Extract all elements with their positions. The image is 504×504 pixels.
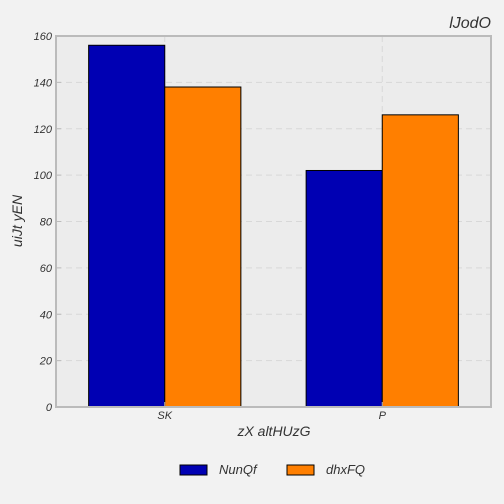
y-tick-label: 0 (46, 402, 53, 414)
y-tick-label: 80 (40, 217, 53, 229)
bar-dhxFQ-P (381, 114, 459, 408)
bars (88, 44, 459, 408)
y-tick-label: 60 (40, 263, 53, 275)
bar-NunQf-SK (88, 44, 166, 408)
y-tick-label: 20 (39, 356, 53, 368)
legend-label-NunQf: NunQf (219, 462, 258, 477)
y-axis: 0 20 40 60 80 100 120 140 160 (34, 31, 61, 414)
y-axis-label: uiJt yEN (9, 194, 25, 247)
y-tick-label: 100 (34, 170, 53, 182)
legend: NunQf dhxFQ (179, 462, 365, 477)
legend-swatch-dhxFQ (286, 464, 315, 476)
y-tick-label: 140 (34, 77, 53, 89)
chart-title: lJodO (449, 15, 491, 32)
bar-dhxFQ-SK (164, 86, 242, 408)
y-tick-label: 40 (40, 309, 53, 321)
y-tick-label: 120 (34, 124, 53, 136)
x-tick-label: SK (157, 410, 172, 422)
legend-label-dhxFQ: dhxFQ (326, 462, 365, 477)
x-axis-label: zX altHUzG (236, 423, 310, 439)
legend-swatch-NunQf (179, 464, 208, 476)
bar-NunQf-P (305, 169, 383, 408)
y-tick-label: 160 (34, 31, 53, 43)
x-tick-label: P (379, 410, 387, 422)
x-axis: SK P (157, 402, 387, 422)
